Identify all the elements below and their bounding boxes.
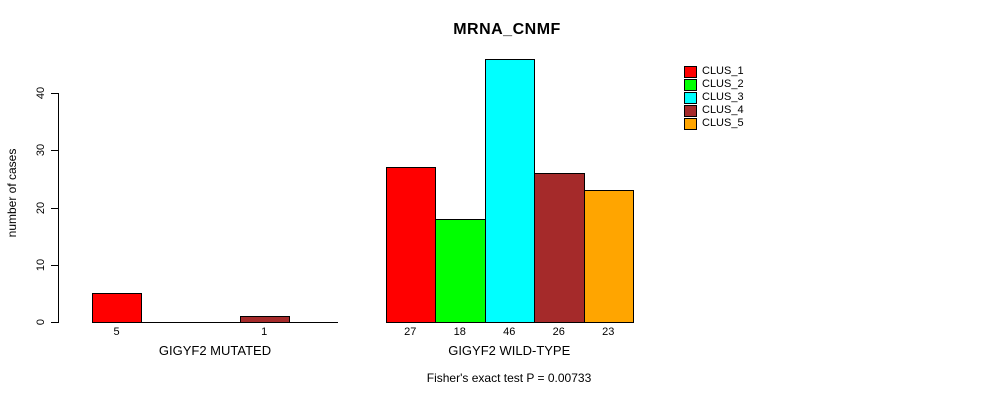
y-tick-label: 30 — [35, 144, 47, 157]
y-tick-label: 0 — [35, 318, 47, 326]
y-tick-label: 40 — [35, 86, 47, 100]
group-label: GIGYF2 WILD-TYPE — [448, 343, 571, 358]
bar-value-label: 5 — [113, 326, 120, 338]
bar-value-label: 27 — [404, 326, 417, 338]
bar-gigyf2-wild-type-clus-5 — [583, 190, 634, 323]
bar-value-label: 1 — [261, 326, 268, 338]
fisher-test-annotation: Fisher's exact test P = 0.00733 — [426, 371, 592, 385]
group-baseline — [92, 322, 338, 323]
y-tick — [51, 207, 58, 209]
bar-gigyf2-mutated-clus-1 — [92, 293, 143, 323]
legend-label: CLUS_3 — [702, 91, 744, 103]
bar-gigyf2-mutated-clus-4 — [239, 316, 290, 323]
y-axis-label: number of cases — [5, 148, 19, 238]
bar-gigyf2-wild-type-clus-1 — [385, 167, 436, 323]
y-tick-label: 10 — [35, 258, 47, 271]
legend-swatch-clus_1 — [684, 66, 697, 78]
bar-value-label: 23 — [602, 326, 615, 338]
chart-title: MRNA_CNMF — [453, 21, 561, 38]
legend-label: CLUS_2 — [702, 78, 744, 90]
y-tick — [51, 322, 58, 323]
bar-gigyf2-wild-type-clus-2 — [435, 219, 486, 323]
bar-value-label: 46 — [503, 326, 516, 338]
bar-value-label: 26 — [552, 326, 565, 338]
y-tick — [51, 264, 58, 266]
y-tick-label: 20 — [35, 201, 47, 214]
legend-label: CLUS_4 — [702, 104, 744, 116]
y-axis-line — [58, 93, 59, 323]
bar-value-label: 18 — [453, 326, 466, 338]
legend-swatch-clus_3 — [684, 92, 697, 104]
bar-gigyf2-wild-type-clus-4 — [534, 173, 585, 323]
bar-gigyf2-wild-type-clus-3 — [484, 59, 535, 323]
y-tick — [51, 93, 58, 94]
legend-swatch-clus_5 — [684, 118, 697, 130]
legend-swatch-clus_2 — [684, 79, 697, 91]
legend-label: CLUS_1 — [702, 65, 744, 77]
y-tick — [51, 150, 58, 152]
legend-swatch-clus_4 — [684, 105, 697, 117]
legend-label: CLUS_5 — [702, 117, 744, 129]
group-label: GIGYF2 MUTATED — [158, 343, 272, 358]
